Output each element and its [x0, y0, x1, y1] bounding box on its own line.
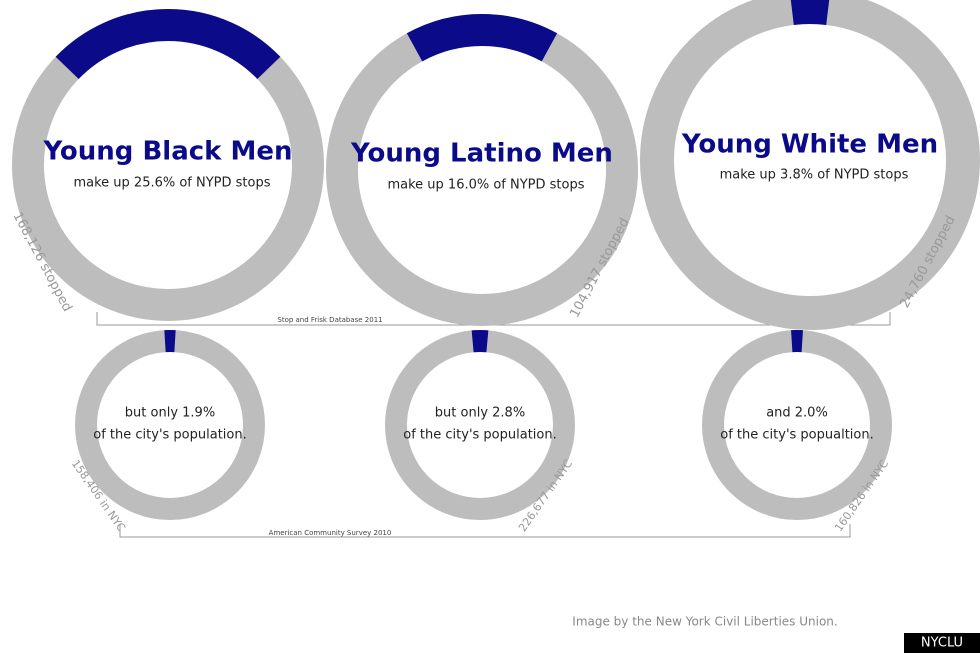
donut-text: but only 1.9% [125, 406, 215, 421]
badge-bg [904, 633, 980, 653]
credit: Image by the New York Civil Liberties Un… [572, 615, 837, 629]
donut-segment [406, 14, 558, 62]
bracket-label: American Community Survey 2010 [269, 529, 392, 537]
donut-text: but only 2.8% [435, 406, 525, 421]
donut-segment [790, 0, 830, 26]
donut-title: Young Black Men [42, 137, 292, 167]
donut-text: of the city's population. [403, 428, 556, 443]
donut-text: and 2.0% [766, 406, 828, 421]
badge: NYCLU [921, 636, 963, 651]
donut-text: make up 25.6% of NYPD stops [73, 176, 270, 191]
donut-text: of the city's popualtion. [720, 428, 873, 443]
donut-text: make up 16.0% of NYPD stops [387, 178, 584, 193]
donut-segment [55, 9, 281, 80]
donut-text: make up 3.8% of NYPD stops [720, 168, 909, 183]
bracket [119, 524, 851, 538]
donut-title: Young Latino Men [350, 139, 613, 169]
bracket-label: Stop and Frisk Database 2011 [277, 316, 382, 324]
donut-text: of the city's population. [93, 428, 246, 443]
donut-title: Young White Men [681, 130, 938, 160]
